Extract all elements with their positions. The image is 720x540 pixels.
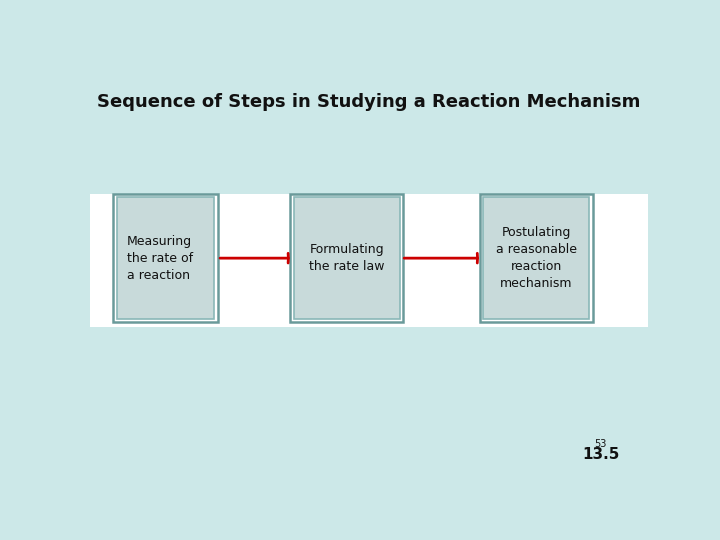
FancyBboxPatch shape bbox=[117, 197, 214, 320]
Text: Postulating
a reasonable
reaction
mechanism: Postulating a reasonable reaction mechan… bbox=[496, 226, 577, 290]
FancyBboxPatch shape bbox=[113, 194, 217, 322]
Text: Measuring
the rate of
a reaction: Measuring the rate of a reaction bbox=[127, 235, 193, 282]
Text: 13.5: 13.5 bbox=[582, 447, 619, 462]
FancyBboxPatch shape bbox=[90, 194, 648, 327]
FancyBboxPatch shape bbox=[480, 194, 593, 322]
Text: Sequence of Steps in Studying a Reaction Mechanism: Sequence of Steps in Studying a Reaction… bbox=[97, 93, 641, 111]
Text: 53: 53 bbox=[595, 439, 607, 449]
Text: Formulating
the rate law: Formulating the rate law bbox=[309, 243, 384, 273]
FancyBboxPatch shape bbox=[290, 194, 403, 322]
FancyBboxPatch shape bbox=[483, 197, 590, 320]
FancyBboxPatch shape bbox=[294, 197, 400, 320]
